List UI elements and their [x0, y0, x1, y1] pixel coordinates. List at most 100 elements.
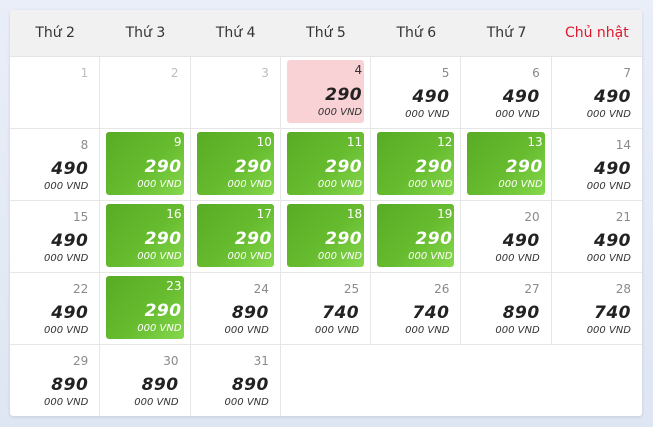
fare-unit: 000 VND — [134, 397, 179, 408]
empty-cell — [281, 345, 371, 416]
day-number: 30 — [163, 354, 179, 368]
day-cell[interactable]: 11 290 000 VND — [280, 129, 372, 201]
day-number: 3 — [261, 66, 269, 80]
fare-price: 290 — [144, 157, 182, 177]
fare-unit: 000 VND — [137, 323, 182, 334]
day-number: 20 — [524, 210, 540, 224]
day-cell[interactable]: 21 490 000 VND — [551, 201, 642, 273]
day-number: 4 — [354, 63, 363, 77]
day-cell[interactable]: 27 890 000 VND — [461, 273, 552, 345]
empty-cell — [552, 345, 642, 416]
day-cell[interactable]: 12 290 000 VND — [371, 129, 462, 201]
day-cell[interactable]: 15 490 000 VND — [10, 201, 101, 273]
fare-price: 290 — [415, 229, 453, 249]
day-cell[interactable]: 17 290 000 VND — [190, 201, 281, 273]
fare-price: 490 — [593, 231, 631, 251]
day-cell[interactable]: 24 890 000 VND — [190, 273, 281, 345]
fare-unit: 000 VND — [317, 107, 363, 118]
day-cell[interactable]: 23 290 000 VND — [100, 273, 191, 345]
day-number: 25 — [343, 282, 360, 296]
day-cell[interactable]: 13 290 000 VND — [461, 129, 552, 201]
day-number: 13 — [527, 135, 543, 149]
fare-unit: 000 VND — [227, 179, 272, 190]
day-number: 8 — [80, 138, 89, 152]
day-cell[interactable]: 6 490 000 VND — [461, 57, 552, 129]
day-cell[interactable]: 26 740 000 VND — [371, 273, 462, 345]
day-cell[interactable]: 31 890 000 VND — [191, 345, 281, 416]
day-cell[interactable]: 4 290 000 VND — [280, 57, 372, 129]
fare-price: 490 — [502, 87, 540, 107]
day-number: 24 — [253, 282, 269, 296]
day-number: 5 — [441, 66, 450, 80]
day-cell[interactable]: 9 290 000 VND — [100, 129, 191, 201]
day-cell[interactable]: 29 890 000 VND — [10, 345, 101, 416]
day-cell[interactable]: 7 490 000 VND — [551, 57, 642, 129]
fare-unit: 000 VND — [43, 181, 89, 192]
cheapest-fare-highlight — [106, 132, 184, 195]
fare-price: 290 — [505, 157, 543, 177]
day-cell: 3 — [190, 57, 281, 129]
fare-unit: 000 VND — [137, 179, 182, 190]
day-number: 29 — [73, 354, 89, 368]
day-cell[interactable]: 8 490 000 VND — [10, 129, 101, 201]
day-number: 15 — [73, 210, 89, 224]
fare-unit: 000 VND — [405, 325, 450, 336]
day-cell[interactable]: 22 490 000 VND — [10, 273, 101, 345]
fare-price: 740 — [412, 303, 450, 323]
fare-price: 890 — [141, 375, 179, 395]
cheapest-fare-highlight — [286, 204, 365, 267]
day-number: 9 — [173, 135, 182, 149]
day-number: 16 — [166, 207, 182, 221]
fare-unit: 000 VND — [495, 325, 540, 336]
day-number: 28 — [615, 282, 631, 296]
fare-unit: 000 VND — [227, 251, 272, 262]
day-cell[interactable]: 25 740 000 VND — [280, 273, 372, 345]
fare-price: 290 — [325, 157, 363, 177]
day-number: 22 — [73, 282, 89, 296]
fare-unit: 000 VND — [317, 179, 363, 190]
fare-price: 740 — [322, 303, 360, 323]
day-number: 6 — [532, 66, 540, 80]
fare-price: 490 — [51, 303, 89, 323]
fare-unit: 000 VND — [43, 397, 89, 408]
day-number: 10 — [256, 135, 272, 149]
cheapest-fare-highlight — [377, 204, 455, 267]
cheapest-fare-highlight — [106, 204, 184, 267]
fare-unit: 000 VND — [408, 251, 453, 262]
day-cell[interactable]: 14 490 000 VND — [551, 129, 642, 201]
fare-price: 290 — [234, 229, 272, 249]
cheapest-fare-highlight — [377, 132, 455, 195]
fare-price: 290 — [144, 229, 182, 249]
day-number: 12 — [437, 135, 453, 149]
fare-price: 490 — [412, 87, 450, 107]
fare-unit: 000 VND — [224, 325, 269, 336]
day-cell[interactable]: 16 290 000 VND — [100, 201, 191, 273]
day-number: 11 — [346, 135, 363, 149]
day-number: 27 — [524, 282, 540, 296]
fare-price: 890 — [51, 375, 89, 395]
weekday-wednesday: Thứ 4 — [215, 25, 256, 41]
day-number: 19 — [437, 207, 453, 221]
fare-unit: 000 VND — [43, 253, 89, 264]
fare-unit: 000 VND — [408, 179, 453, 190]
day-cell[interactable]: 5 490 000 VND — [371, 57, 462, 129]
day-number: 7 — [623, 66, 631, 80]
fare-unit: 000 VND — [586, 181, 631, 192]
cheapest-fare-highlight — [196, 204, 274, 267]
weekday-friday: Thứ 6 — [396, 25, 437, 41]
fare-unit: 000 VND — [317, 251, 363, 262]
fare-unit: 000 VND — [586, 109, 631, 120]
day-cell[interactable]: 19 290 000 VND — [371, 201, 462, 273]
weekday-header: Thứ 2 Thứ 3 Thứ 4 Thứ 5 Thứ 6 Thứ 7 Chủ … — [10, 10, 642, 57]
fare-unit: 000 VND — [586, 253, 631, 264]
fare-price: 490 — [502, 231, 540, 251]
selected-date-highlight — [286, 60, 365, 123]
day-cell[interactable]: 10 290 000 VND — [190, 129, 281, 201]
day-number: 1 — [80, 66, 89, 80]
day-cell[interactable]: 18 290 000 VND — [280, 201, 372, 273]
day-cell[interactable]: 20 490 000 VND — [461, 201, 552, 273]
fare-price: 890 — [231, 375, 269, 395]
day-cell[interactable]: 30 890 000 VND — [100, 345, 191, 416]
day-number: 18 — [346, 207, 363, 221]
day-cell[interactable]: 28 740 000 VND — [551, 273, 642, 345]
